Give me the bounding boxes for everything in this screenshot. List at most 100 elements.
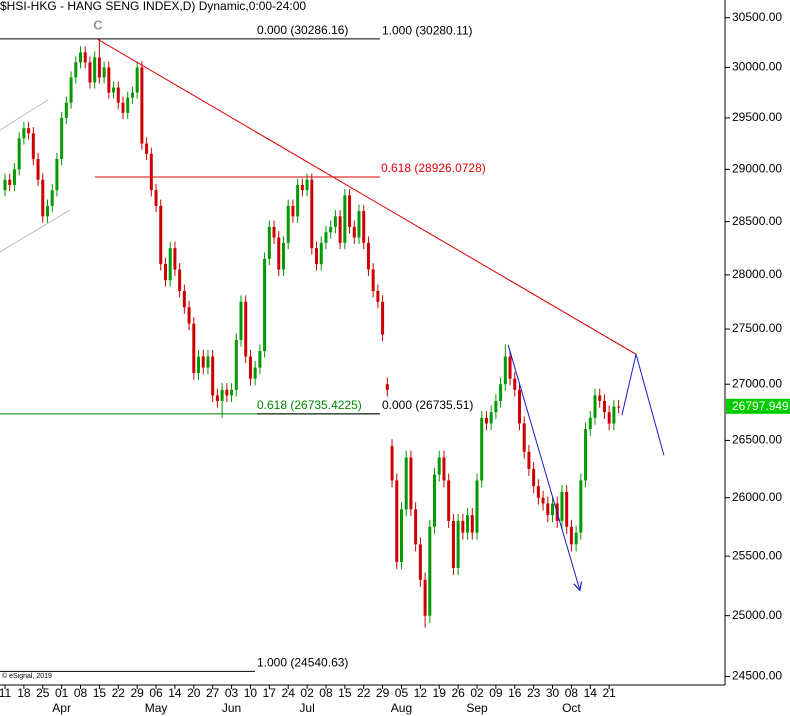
candle-body xyxy=(83,52,87,63)
candle-body xyxy=(173,248,177,270)
candle-body xyxy=(159,205,163,265)
candle-body xyxy=(3,179,7,191)
candle-body xyxy=(404,457,408,510)
candle-body xyxy=(192,323,196,374)
trend-line xyxy=(507,344,580,590)
x-tick-label: 10 xyxy=(244,686,258,700)
candle-body xyxy=(484,417,488,424)
channel-line xyxy=(0,99,49,131)
candle-body xyxy=(149,153,153,191)
x-tick-label: 08 xyxy=(565,686,579,700)
candle-body xyxy=(31,133,35,159)
candle-body xyxy=(258,350,262,368)
x-tick-label: 17 xyxy=(263,686,277,700)
fib-label: 0.000 (30286.16) xyxy=(257,23,348,37)
y-tick-label: 28000.00 xyxy=(732,267,782,281)
candle-body xyxy=(565,491,569,527)
candle-body xyxy=(300,184,304,191)
candle-body xyxy=(499,384,503,401)
candle-body xyxy=(480,417,484,481)
last-price-box xyxy=(726,398,790,414)
candle-body xyxy=(470,515,474,533)
x-tick-label: 20 xyxy=(187,686,201,700)
candle-body xyxy=(248,356,252,379)
candle-body xyxy=(244,301,248,357)
candle-body xyxy=(489,412,493,424)
y-tick-label: 25500.00 xyxy=(732,548,782,562)
chart-title: $HSI-HKG - HANG SENG INDEX,D) Dynamic,0:… xyxy=(0,0,306,13)
y-tick-label: 29500.00 xyxy=(732,110,782,124)
x-tick-label: 08 xyxy=(319,686,333,700)
y-tick-label: 29000.00 xyxy=(732,162,782,176)
copyright: © eSignal, 2019 xyxy=(2,672,52,680)
candle-body xyxy=(574,532,578,545)
x-tick-label: 22 xyxy=(112,686,126,700)
fib-label: 0.618 (28926.0728) xyxy=(381,161,486,175)
month-label: May xyxy=(145,701,168,715)
candle-body xyxy=(579,480,583,533)
candle-body xyxy=(69,77,73,103)
candle-body xyxy=(536,486,540,498)
candle-body xyxy=(107,67,111,93)
candle-body xyxy=(343,195,347,243)
candle-body xyxy=(135,67,139,93)
candle-body xyxy=(414,509,418,545)
candle-body xyxy=(338,216,342,243)
candle-body xyxy=(366,242,370,270)
candle-body xyxy=(362,211,366,243)
candle-body xyxy=(79,52,83,63)
fib-label: 1.000 (24540.63) xyxy=(257,656,348,670)
x-tick-label: 12 xyxy=(414,686,428,700)
candle-body xyxy=(206,356,210,368)
candle-body xyxy=(503,356,507,385)
candle-body xyxy=(442,457,446,481)
trend-line xyxy=(97,39,637,355)
candle-body xyxy=(239,301,243,340)
candle-body xyxy=(263,258,267,351)
candle-body xyxy=(371,269,375,292)
candle-body xyxy=(532,468,536,487)
candle-body xyxy=(182,291,186,308)
month-label: Sep xyxy=(466,701,488,715)
candle-body xyxy=(546,503,550,516)
x-tick-label: 27 xyxy=(206,686,220,700)
candle-body xyxy=(385,384,389,390)
month-label: Jun xyxy=(222,701,241,715)
candle-body xyxy=(12,169,16,185)
y-tick-label: 24500.00 xyxy=(732,669,782,683)
y-tick-label: 27500.00 xyxy=(732,321,782,335)
candle-body xyxy=(130,92,134,98)
y-tick-label: 25000.00 xyxy=(732,608,782,622)
last-price-label: 26797.949 xyxy=(732,399,789,413)
candle-body xyxy=(27,128,31,134)
candle-body xyxy=(399,509,403,563)
x-tick-label: 14 xyxy=(168,686,182,700)
y-tick-label: 26500.00 xyxy=(732,433,782,447)
channel-line xyxy=(0,209,71,253)
x-tick-label: 11 xyxy=(0,686,12,700)
candle-body xyxy=(541,497,545,504)
month-label: Jul xyxy=(299,701,314,715)
candle-body xyxy=(17,138,21,170)
candle-body xyxy=(178,269,182,292)
candle-body xyxy=(560,491,564,521)
candle-body xyxy=(352,226,356,238)
candle-body xyxy=(513,378,517,390)
x-tick-label: 19 xyxy=(433,686,447,700)
fib-label: 1.000 (30280.11) xyxy=(382,24,473,38)
candle-body xyxy=(494,400,498,413)
x-tick-label: 14 xyxy=(584,686,598,700)
fib-label: 0.000 (26735.51) xyxy=(382,398,473,412)
candle-body xyxy=(447,480,451,521)
candle-body xyxy=(60,117,64,159)
candle-body xyxy=(296,184,300,217)
candle-body xyxy=(201,356,205,368)
candle-body xyxy=(357,211,361,238)
y-tick-label: 26000.00 xyxy=(732,490,782,504)
candle-body xyxy=(41,179,45,217)
candle-body xyxy=(381,301,385,335)
x-tick-label: 15 xyxy=(338,686,352,700)
x-tick-label: 23 xyxy=(527,686,541,700)
y-tick-label: 30000.00 xyxy=(732,60,782,74)
x-tick-label: 15 xyxy=(93,686,107,700)
